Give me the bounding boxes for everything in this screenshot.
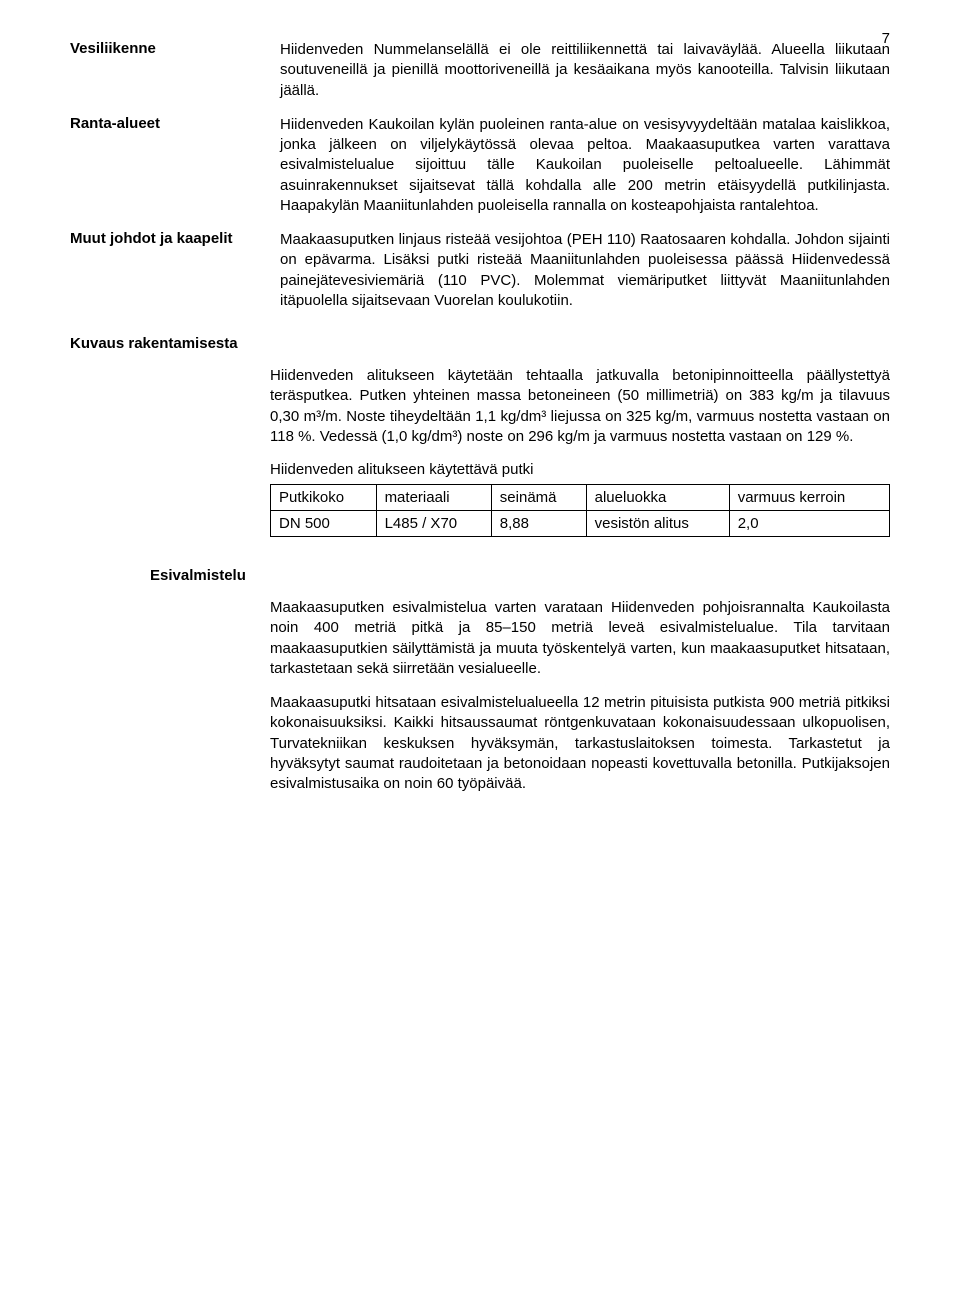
- esivalmistelu-block: Maakaasuputken esivalmistelua varten var…: [270, 598, 890, 794]
- table-header-cell: materiaali: [376, 485, 491, 511]
- section-vesiliikenne: Vesiliikenne Hiidenveden Nummelanselällä…: [70, 40, 890, 101]
- table-cell: DN 500: [271, 511, 377, 537]
- table-header-cell: alueluokka: [586, 485, 729, 511]
- section-label: Muut johdot ja kaapelit: [70, 230, 280, 311]
- section-label: Ranta-alueet: [70, 115, 280, 216]
- document-page: 7 Vesiliikenne Hiidenveden Nummelanseläl…: [0, 0, 960, 1310]
- section-body: Maakaasuputken linjaus risteää vesijohto…: [280, 230, 890, 311]
- table-cell: L485 / X70: [376, 511, 491, 537]
- table-cell: 8,88: [491, 511, 586, 537]
- section-body: Hiidenveden Nummelanselällä ei ole reitt…: [280, 40, 890, 101]
- table-header-cell: Putkikoko: [271, 485, 377, 511]
- kuvaus-heading: Kuvaus rakentamisesta: [70, 335, 890, 352]
- section-ranta-alueet: Ranta-alueet Hiidenveden Kaukoilan kylän…: [70, 115, 890, 216]
- page-number: 7: [882, 30, 890, 47]
- section-label: Vesiliikenne: [70, 40, 280, 101]
- table-header-row: Putkikoko materiaali seinämä alueluokka …: [271, 485, 890, 511]
- pipe-table: Putkikoko materiaali seinämä alueluokka …: [270, 484, 890, 537]
- esivalmistelu-paragraph: Maakaasuputken esivalmistelua varten var…: [270, 598, 890, 679]
- section-body: Hiidenveden Kaukoilan kylän puoleinen ra…: [280, 115, 890, 216]
- kuvaus-block: Hiidenveden alitukseen käytetään tehtaal…: [270, 366, 890, 537]
- esivalmistelu-heading: Esivalmistelu: [150, 567, 890, 584]
- esivalmistelu-paragraph: Maakaasuputki hitsataan esivalmistelualu…: [270, 693, 890, 794]
- table-caption: Hiidenveden alitukseen käytettävä putki: [270, 461, 890, 478]
- kuvaus-paragraph: Hiidenveden alitukseen käytetään tehtaal…: [270, 366, 890, 447]
- table-header-cell: varmuus kerroin: [729, 485, 889, 511]
- section-muut-johdot: Muut johdot ja kaapelit Maakaasuputken l…: [70, 230, 890, 311]
- table-row: DN 500 L485 / X70 8,88 vesistön alitus 2…: [271, 511, 890, 537]
- table-cell: 2,0: [729, 511, 889, 537]
- table-header-cell: seinämä: [491, 485, 586, 511]
- table-cell: vesistön alitus: [586, 511, 729, 537]
